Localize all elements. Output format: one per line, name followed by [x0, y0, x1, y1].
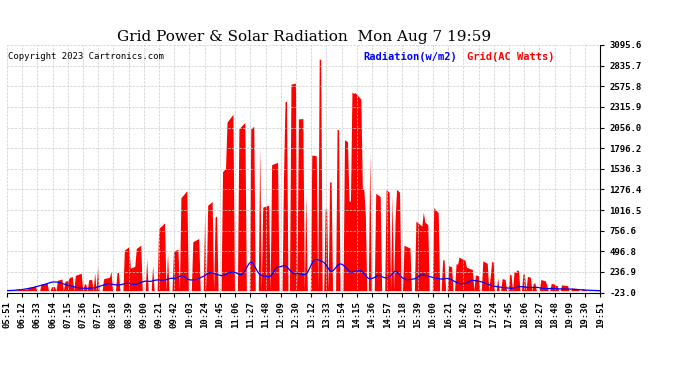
Text: Radiation(w/m2): Radiation(w/m2): [363, 53, 457, 63]
Text: Copyright 2023 Cartronics.com: Copyright 2023 Cartronics.com: [8, 53, 164, 62]
Text: Grid(AC Watts): Grid(AC Watts): [466, 53, 554, 63]
Title: Grid Power & Solar Radiation  Mon Aug 7 19:59: Grid Power & Solar Radiation Mon Aug 7 1…: [117, 30, 491, 44]
